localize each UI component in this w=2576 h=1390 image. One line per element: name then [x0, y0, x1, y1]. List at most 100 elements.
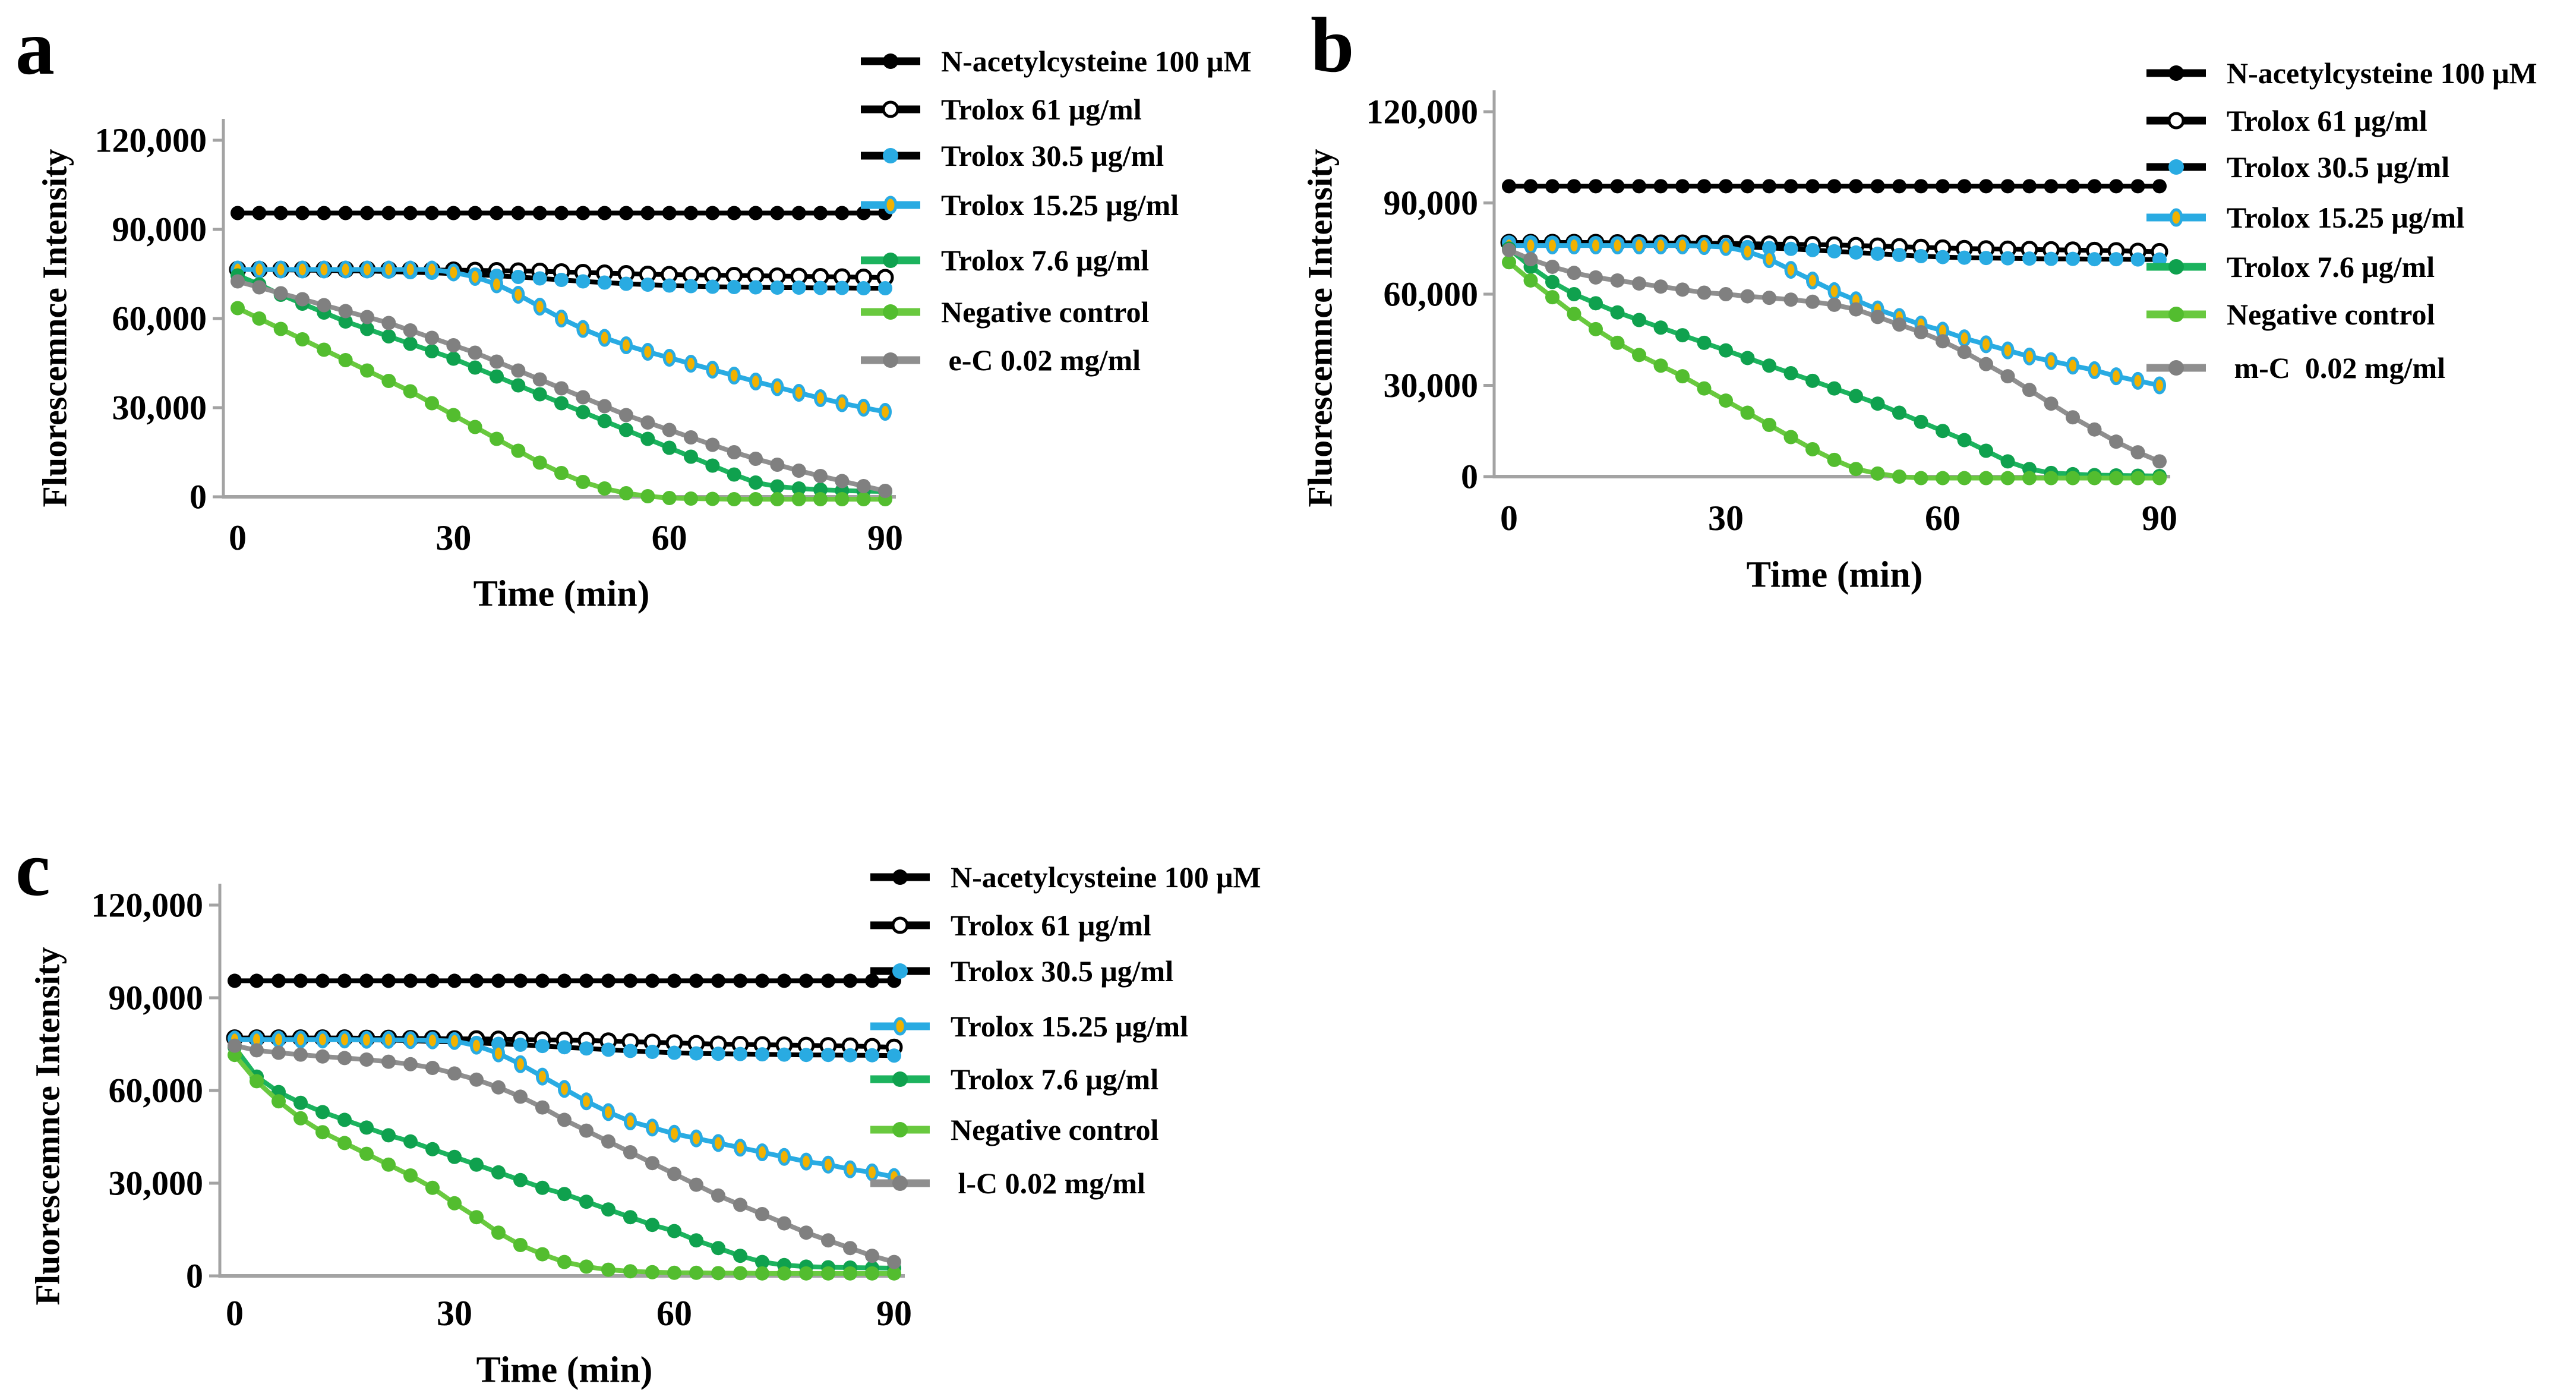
data-point-marker: [1762, 418, 1776, 433]
data-point-marker: [799, 1225, 813, 1240]
data-point-marker: [2000, 369, 2015, 384]
data-point-marker: [511, 206, 526, 220]
data-point-marker: [579, 1194, 594, 1209]
data-point-marker: [684, 430, 698, 445]
data-point-marker: [447, 263, 460, 282]
series-b-mc: [1502, 242, 2167, 469]
legend-marker: [892, 963, 908, 979]
data-point-marker: [1783, 430, 1798, 445]
data-point-marker: [597, 206, 612, 220]
data-point-marker: [684, 491, 698, 506]
data-point-marker: [2110, 367, 2123, 386]
data-point-marker: [1827, 381, 1842, 396]
data-point-marker: [1545, 275, 1560, 289]
data-point-marker: [1936, 250, 1950, 264]
data-point-marker: [360, 322, 374, 336]
data-point-marker: [1610, 179, 1625, 194]
data-point-marker: [511, 443, 526, 458]
data-point-marker: [511, 270, 526, 284]
legend-marker-icon: [870, 1071, 930, 1087]
data-point-marker: [1980, 335, 1993, 354]
data-point-marker: [1675, 282, 1690, 297]
legend-marker-icon: [2146, 112, 2206, 130]
data-point-marker: [1567, 307, 1581, 322]
data-point-marker: [447, 1066, 462, 1081]
data-point-marker: [1827, 282, 1841, 300]
data-point-marker: [1589, 322, 1603, 336]
data-point-marker: [2044, 396, 2059, 411]
data-point-marker: [662, 440, 677, 455]
y-tick-label: 120,000: [95, 121, 207, 160]
data-point-marker: [791, 280, 806, 295]
data-point-marker: [749, 475, 763, 490]
data-point-marker: [2000, 454, 2015, 469]
data-point-marker: [576, 206, 591, 220]
data-point-marker: [1545, 259, 1560, 274]
data-point-marker: [1849, 245, 1863, 260]
data-point-marker: [640, 489, 655, 503]
data-point-marker: [712, 1134, 725, 1152]
data-point-marker: [293, 1047, 308, 1062]
data-point-marker: [792, 384, 806, 402]
data-point-marker: [535, 1247, 550, 1262]
data-point-marker: [381, 973, 396, 988]
data-point-marker: [1957, 250, 1972, 265]
legend-marker-icon: [2146, 65, 2206, 81]
data-point-marker: [1545, 290, 1560, 305]
data-point-marker: [733, 1249, 747, 1263]
data-point-marker: [856, 206, 871, 220]
data-point-marker: [315, 1125, 330, 1140]
data-point-marker: [705, 279, 720, 294]
data-point-marker: [770, 458, 785, 472]
data-point-marker: [601, 1262, 615, 1277]
data-point-marker: [2109, 471, 2123, 486]
data-point-marker: [337, 1112, 352, 1127]
data-point-marker: [1936, 334, 1950, 349]
data-point-marker: [2000, 471, 2015, 486]
data-point-marker: [1719, 179, 1733, 194]
data-point-marker: [777, 973, 791, 988]
data-point-marker: [756, 1143, 769, 1161]
data-point-marker: [1653, 320, 1668, 335]
legend-item-trolox76: Trolox 7.6 μg/ml: [869, 1062, 1158, 1096]
data-point-marker: [778, 1148, 791, 1166]
data-point-marker: [1892, 179, 1906, 194]
data-point-marker: [749, 373, 762, 390]
data-point-marker: [273, 206, 288, 220]
data-point-marker: [404, 1031, 417, 1049]
data-point-marker: [1957, 345, 1972, 360]
data-point-marker: [2130, 179, 2145, 194]
data-point-marker: [791, 464, 806, 478]
data-point-marker: [490, 369, 504, 384]
data-point-marker: [619, 276, 633, 291]
data-point-marker: [338, 353, 353, 367]
data-point-marker: [338, 1030, 351, 1049]
data-point-marker: [403, 206, 418, 220]
data-point-marker: [1762, 241, 1776, 256]
data-point-marker: [1740, 351, 1755, 365]
data-point-marker: [1523, 252, 1538, 267]
data-point-marker: [856, 492, 871, 506]
data-point-marker: [425, 206, 439, 220]
data-point-marker: [1914, 249, 1928, 264]
x-tick-label: 90: [2142, 499, 2177, 538]
data-point-marker: [359, 1120, 374, 1135]
y-axis-title-b: Fluorescemnce Intensity: [1300, 149, 1340, 508]
data-point-marker: [602, 1103, 615, 1121]
data-point-marker: [360, 310, 374, 324]
chart-panel-b: 120,000 90,000 60,000 30,000 00 30 60 90: [1366, 90, 2177, 538]
data-point-marker: [711, 973, 725, 988]
data-point-marker: [598, 329, 611, 347]
data-point-marker: [511, 378, 526, 393]
data-point-marker: [381, 1157, 396, 1172]
data-point-marker: [705, 437, 720, 452]
data-point-marker: [844, 1160, 857, 1178]
data-point-marker: [273, 322, 288, 336]
legend-item-label: Trolox 15.25 μg/ml: [951, 1010, 1189, 1043]
data-point-marker: [755, 1255, 769, 1269]
legend-item-label: m-C 0.02 mg/ml: [2227, 351, 2446, 384]
data-point-marker: [2152, 179, 2167, 194]
data-point-marker: [1589, 296, 1603, 311]
data-point-marker: [620, 336, 633, 354]
data-point-marker: [835, 394, 849, 412]
